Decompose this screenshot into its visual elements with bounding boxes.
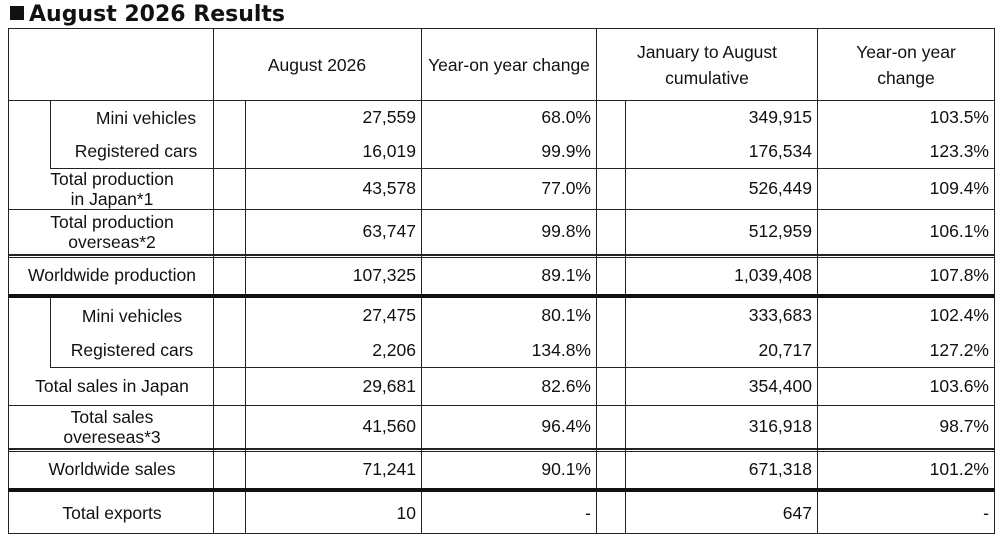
- row-label: Worldwide sales: [48, 459, 176, 479]
- grid-line: [8, 254, 995, 256]
- grid-line: [8, 294, 995, 298]
- grid-line: [8, 28, 995, 29]
- cell-cumulative: 333,683: [748, 305, 812, 325]
- header-yoy-cumulative: Year-on year change: [856, 41, 956, 88]
- cell-yoy-cumulative: 123.3%: [929, 140, 989, 161]
- page-title: August 2026 Results: [10, 2, 285, 28]
- cell-yoy-month: 90.1%: [541, 458, 591, 479]
- cell-month: 10: [396, 502, 416, 523]
- grid-line: [596, 28, 597, 534]
- cell-cumulative: 176,534: [748, 140, 812, 161]
- grid-line: [50, 101, 51, 168]
- cell-month: 63,747: [362, 221, 416, 241]
- cell-yoy-month: 68.0%: [541, 107, 591, 127]
- row-label: Worldwide production: [28, 265, 196, 285]
- cell-cumulative: 526,449: [748, 178, 812, 198]
- grid-line: [8, 209, 995, 210]
- cell-cumulative: 1,039,408: [734, 264, 812, 285]
- cell-yoy-month: 77.0%: [541, 178, 591, 198]
- cell-yoy-cumulative: -: [983, 502, 989, 523]
- cell-month: 2,206: [372, 339, 416, 360]
- cell-yoy-month: 96.4%: [541, 416, 591, 436]
- cell-yoy-month: 134.8%: [531, 339, 591, 360]
- cell-yoy-month: 99.9%: [541, 140, 591, 161]
- grid-line: [8, 448, 995, 450]
- cell-yoy-cumulative: 107.8%: [929, 264, 989, 285]
- grid-line: [50, 168, 995, 169]
- cell-yoy-cumulative: 102.4%: [929, 305, 989, 325]
- cell-month: 41,560: [362, 416, 416, 436]
- cell-month: 16,019: [362, 140, 416, 161]
- cell-cumulative: 349,915: [748, 107, 812, 127]
- row-label: Total sales in Japan: [35, 376, 189, 396]
- row-label: Mini vehicles: [95, 107, 197, 128]
- grid-line: [817, 28, 818, 534]
- cell-yoy-cumulative: 109.4%: [929, 178, 989, 198]
- results-table: August 2026 Year-on year change January …: [8, 28, 995, 534]
- cell-yoy-month: 89.1%: [541, 264, 591, 285]
- grid-line: [8, 257, 995, 258]
- cell-month: 29,681: [362, 375, 416, 396]
- cell-yoy-cumulative: 103.6%: [929, 375, 989, 396]
- grid-line: [245, 101, 246, 534]
- row-label: Mini vehicles: [81, 305, 183, 326]
- cell-cumulative: 647: [782, 502, 812, 523]
- row-label: Total sales overeseas*3: [63, 406, 161, 447]
- grid-line: [50, 298, 51, 367]
- cell-cumulative: 20,717: [758, 339, 812, 360]
- grid-line: [213, 28, 214, 534]
- cell-yoy-month: -: [585, 502, 591, 523]
- cell-yoy-cumulative: 101.2%: [929, 458, 989, 479]
- header-month: August 2026: [267, 54, 367, 75]
- cell-cumulative: 354,400: [748, 375, 812, 396]
- grid-line: [8, 28, 9, 534]
- cell-yoy-month: 99.8%: [541, 221, 591, 241]
- header-yoy-month: Year-on year change: [428, 54, 590, 75]
- cell-month: 71,241: [362, 458, 416, 479]
- grid-line: [8, 533, 995, 534]
- grid-line: [625, 101, 626, 534]
- grid-line: [50, 367, 995, 368]
- cell-yoy-cumulative: 98.7%: [939, 416, 989, 436]
- cell-yoy-cumulative: 127.2%: [929, 339, 989, 360]
- row-label: Total production overseas*2: [50, 211, 174, 252]
- cell-month: 107,325: [352, 264, 416, 285]
- grid-line: [8, 405, 995, 406]
- cell-yoy-month: 82.6%: [541, 375, 591, 396]
- grid-line: [421, 28, 422, 534]
- grid-line: [8, 488, 995, 492]
- cell-yoy-cumulative: 103.5%: [929, 107, 989, 127]
- cell-yoy-cumulative: 106.1%: [929, 221, 989, 241]
- cell-yoy-month: 80.1%: [541, 305, 591, 325]
- grid-line: [8, 100, 995, 101]
- title-text: August 2026 Results: [29, 2, 286, 27]
- square-bullet-icon: [10, 6, 24, 20]
- header-cumulative: January to August cumulative: [636, 41, 778, 88]
- cell-month: 43,578: [362, 178, 416, 198]
- row-label: Registered cars: [74, 141, 198, 161]
- cell-cumulative: 512,959: [748, 221, 812, 241]
- cell-month: 27,475: [362, 305, 416, 325]
- cell-cumulative: 671,318: [748, 458, 812, 479]
- row-label: Registered cars: [70, 340, 194, 360]
- cell-cumulative: 316,918: [748, 416, 812, 436]
- row-label: Total production in Japan*1: [50, 168, 174, 209]
- grid-line: [8, 451, 995, 452]
- grid-line: [994, 28, 995, 534]
- cell-month: 27,559: [362, 107, 416, 127]
- row-label: Total exports: [62, 503, 162, 523]
